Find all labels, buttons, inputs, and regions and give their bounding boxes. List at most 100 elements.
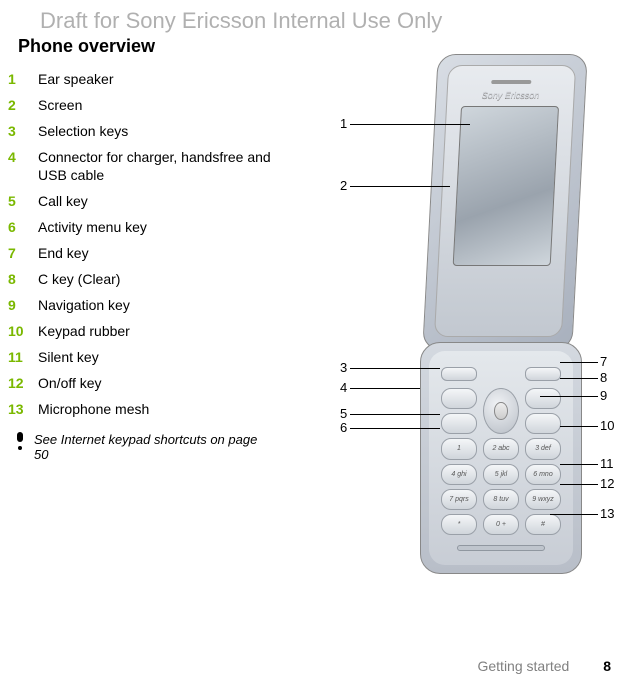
leader-line: [560, 484, 598, 485]
leader-line: [350, 414, 440, 415]
leader-line: [560, 378, 598, 379]
key-9: 9 wxyz: [525, 489, 561, 510]
item-number: 9: [8, 296, 38, 314]
end-key: [525, 388, 561, 409]
parts-list: 1Ear speaker 2Screen 3Selection keys 4Co…: [8, 66, 288, 422]
leader-line: [560, 464, 598, 465]
item-label: Microphone mesh: [38, 400, 149, 418]
item-number: 6: [8, 218, 38, 236]
item-label: Call key: [38, 192, 88, 210]
key-2: 2 abc: [483, 438, 519, 459]
page-footer: Getting started 8: [477, 658, 611, 674]
item-number: 11: [8, 348, 38, 366]
page-title: Phone overview: [18, 36, 155, 57]
info-icon: [14, 432, 26, 452]
list-item: 8C key (Clear): [8, 266, 288, 292]
callout-7: 7: [600, 354, 607, 369]
phone-diagram: Sony Ericsson 1 2 abc 3 def: [360, 54, 620, 594]
footer-page-number: 8: [603, 658, 611, 674]
callout-4: 4: [340, 380, 347, 395]
navigation-key: [483, 388, 519, 434]
call-key: [441, 388, 477, 409]
leader-line: [350, 368, 440, 369]
leader-line: [350, 428, 440, 429]
item-number: 5: [8, 192, 38, 210]
keypad: 1 2 abc 3 def 4 ghi 5 jkl 6 mno 7 pqrs 8…: [441, 363, 561, 535]
list-item: 6Activity menu key: [8, 214, 288, 240]
key-0: 0 +: [483, 514, 519, 535]
key-8: 8 tuv: [483, 489, 519, 510]
leader-line: [560, 362, 598, 363]
key-hash: #: [525, 514, 561, 535]
list-item: 13Microphone mesh: [8, 396, 288, 422]
item-number: 12: [8, 374, 38, 392]
item-label: On/off key: [38, 374, 102, 392]
callout-3: 3: [340, 360, 347, 375]
item-number: 3: [8, 122, 38, 140]
right-softkey: [525, 367, 561, 381]
callout-8: 8: [600, 370, 607, 385]
key-3: 3 def: [525, 438, 561, 459]
callout-2: 2: [340, 178, 347, 193]
callout-5: 5: [340, 406, 347, 421]
item-number: 1: [8, 70, 38, 88]
callout-1: 1: [340, 116, 347, 131]
phone-screen: [453, 106, 559, 266]
item-label: Activity menu key: [38, 218, 147, 236]
list-item: 2Screen: [8, 92, 288, 118]
list-item: 9Navigation key: [8, 292, 288, 318]
list-item: 7End key: [8, 240, 288, 266]
callout-13: 13: [600, 506, 614, 521]
callout-9: 9: [600, 388, 607, 403]
list-item: 1Ear speaker: [8, 66, 288, 92]
item-number: 10: [8, 322, 38, 340]
item-label: C key (Clear): [38, 270, 120, 288]
item-label: Navigation key: [38, 296, 130, 314]
c-key: [525, 413, 561, 434]
item-number: 7: [8, 244, 38, 262]
phone-base: 1 2 abc 3 def 4 ghi 5 jkl 6 mno 7 pqrs 8…: [420, 342, 582, 574]
note-text: See Internet keypad shortcuts on page 50: [34, 432, 274, 462]
item-label: End key: [38, 244, 89, 262]
key-6: 6 mno: [525, 464, 561, 485]
tip-note: See Internet keypad shortcuts on page 50: [14, 432, 274, 462]
base-inner: 1 2 abc 3 def 4 ghi 5 jkl 6 mno 7 pqrs 8…: [429, 351, 573, 565]
key-1: 1: [441, 438, 477, 459]
leader-line: [350, 388, 420, 389]
phone-flip-top: Sony Ericsson: [422, 54, 588, 350]
item-label: Screen: [38, 96, 82, 114]
leader-line: [350, 124, 470, 125]
left-softkey: [441, 367, 477, 381]
leader-line: [550, 514, 598, 515]
item-label: Connector for charger, handsfree and USB…: [38, 148, 288, 184]
callout-12: 12: [600, 476, 614, 491]
callout-10: 10: [600, 418, 614, 433]
list-item: 4Connector for charger, handsfree and US…: [8, 144, 288, 188]
item-label: Selection keys: [38, 122, 128, 140]
watermark-text: Draft for Sony Ericsson Internal Use Onl…: [40, 8, 442, 34]
list-item: 12On/off key: [8, 370, 288, 396]
item-label: Keypad rubber: [38, 322, 130, 340]
item-number: 8: [8, 270, 38, 288]
list-item: 10Keypad rubber: [8, 318, 288, 344]
microphone-mesh: [457, 545, 545, 551]
callout-11: 11: [600, 456, 614, 471]
key-7: 7 pqrs: [441, 489, 477, 510]
list-item: 5Call key: [8, 188, 288, 214]
item-number: 2: [8, 96, 38, 114]
list-item: 3Selection keys: [8, 118, 288, 144]
item-label: Ear speaker: [38, 70, 113, 88]
item-number: 13: [8, 400, 38, 418]
key-5: 5 jkl: [483, 464, 519, 485]
key-star: *: [441, 514, 477, 535]
ear-speaker: [491, 80, 531, 84]
list-item: 11Silent key: [8, 344, 288, 370]
item-number: 4: [8, 148, 38, 166]
activity-key: [441, 413, 477, 434]
flip-inner: Sony Ericsson: [434, 65, 576, 337]
leader-line: [540, 396, 598, 397]
callout-6: 6: [340, 420, 347, 435]
phone-brand-label: Sony Ericsson: [447, 90, 574, 100]
item-label: Silent key: [38, 348, 99, 366]
phone-body: Sony Ericsson 1 2 abc 3 def: [420, 54, 582, 574]
